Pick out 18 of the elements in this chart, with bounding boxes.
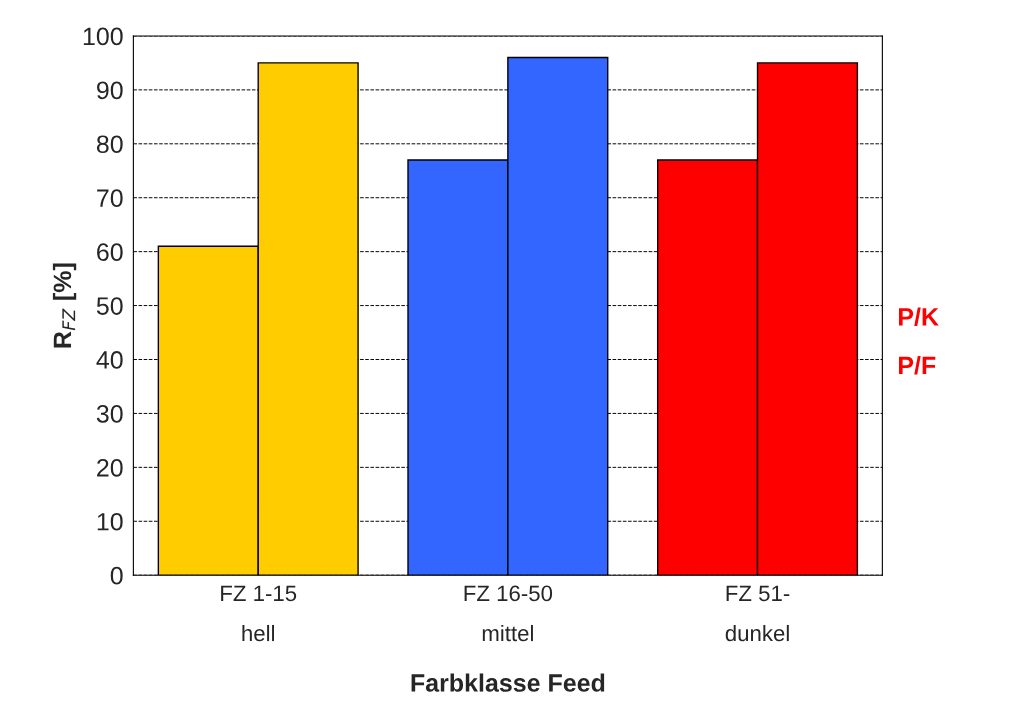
y-tick-label: 90 (97, 81, 123, 100)
y-tick-label: 0 (110, 566, 123, 585)
y-tick-label: 60 (97, 243, 123, 261)
y-axis-title: R$_{FZ}$ [%] (52, 263, 77, 348)
y-tick-label: 10 (97, 512, 123, 531)
y-tick-label: 30 (96, 405, 123, 423)
series-label: P/K (899, 307, 939, 327)
x-tick-label: FZ 51- dunkel (725, 585, 790, 642)
y-tick-label: 40 (96, 351, 123, 369)
y-tick-label: 100 (83, 27, 123, 46)
y-tick-label: 20 (97, 458, 123, 477)
text: P/F (899, 355, 936, 375)
y-tick-label: 70 (97, 189, 123, 208)
x-tick-label: FZ 1-15 hell (221, 585, 297, 642)
x-axis-title: Farbklasse Feed (411, 673, 605, 692)
x-tick-label: FZ 16-50 mittel (464, 585, 553, 642)
y-tick-label: 80 (96, 135, 123, 154)
y-tick-label: 50 (96, 297, 123, 315)
